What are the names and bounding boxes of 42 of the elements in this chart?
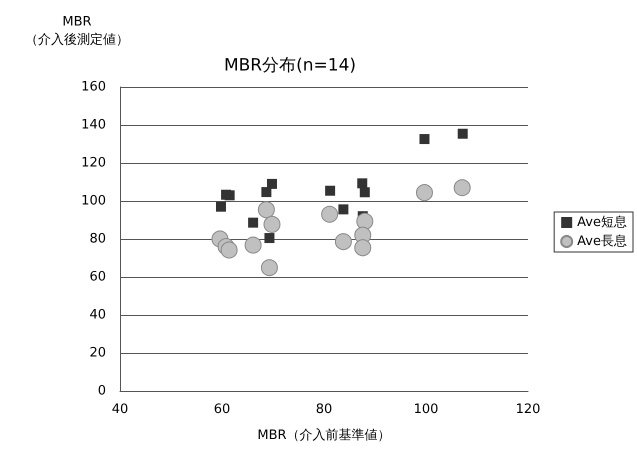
y-tick-label: 20 (89, 346, 106, 360)
point (258, 201, 275, 218)
legend-label: Ave短息 (577, 215, 628, 230)
point (357, 178, 368, 188)
y-tick-label: 40 (89, 308, 106, 322)
point (260, 259, 278, 276)
legend-label: Ave長息 (577, 234, 628, 249)
x-tick-label: 80 (316, 402, 332, 417)
point (356, 212, 374, 230)
point (220, 242, 238, 259)
chart-title: MBR分布(n=14) (224, 56, 356, 76)
y-tick-label: 60 (89, 270, 106, 284)
y-tick-label: 140 (81, 118, 106, 132)
point (321, 206, 338, 223)
point (266, 178, 277, 189)
point (338, 204, 348, 214)
point (244, 236, 262, 254)
point (263, 216, 280, 233)
point (334, 233, 352, 250)
x-tick-label: 100 (414, 402, 438, 417)
point (261, 187, 272, 198)
y-tick-label: 0 (98, 384, 106, 398)
y-axis-title: MBR （介入後測定値） (25, 14, 129, 48)
x-axis-title: MBR（介入前基準値） (257, 428, 391, 443)
point (419, 134, 430, 144)
point (224, 190, 235, 200)
point (216, 202, 226, 212)
point (264, 233, 274, 244)
point (354, 239, 372, 256)
point (458, 128, 468, 139)
point (248, 218, 258, 228)
y-tick-label: 160 (81, 80, 106, 94)
point (325, 186, 336, 196)
x-tick-label: 40 (112, 402, 128, 417)
y-tick-label: 100 (81, 194, 106, 208)
point (416, 184, 433, 202)
point (454, 179, 471, 196)
x-tick-label: 60 (214, 402, 230, 417)
y-tick-label: 80 (89, 232, 106, 246)
x-tick-label: 120 (516, 402, 540, 417)
y-tick-label: 120 (81, 156, 106, 170)
point (360, 187, 370, 198)
